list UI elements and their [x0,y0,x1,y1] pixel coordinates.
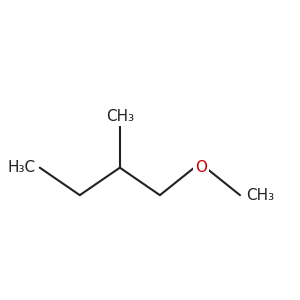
Text: CH₃: CH₃ [246,188,274,202]
Text: O: O [195,160,207,175]
Text: H₃C: H₃C [7,160,35,175]
Text: CH₃: CH₃ [106,109,134,124]
